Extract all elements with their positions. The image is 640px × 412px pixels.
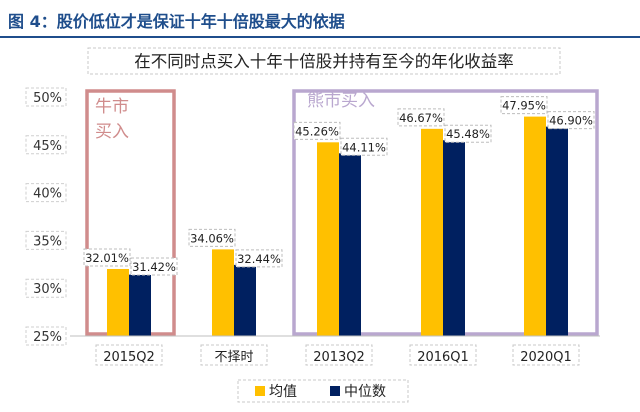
category-box <box>305 344 373 366</box>
data-label-box <box>397 108 445 127</box>
data-label-box <box>547 111 595 130</box>
bar-mean <box>317 142 339 336</box>
category-box <box>512 344 580 366</box>
data-label-box <box>235 249 283 268</box>
bear-market-label: 熊市买入 <box>307 91 375 111</box>
data-label-box <box>130 257 178 276</box>
y-tick-box <box>25 87 67 107</box>
data-label-box <box>340 137 388 156</box>
chart-title-box <box>87 47 561 75</box>
category-label: 2015Q2 <box>103 350 155 365</box>
bar-median <box>339 153 361 336</box>
category-box <box>95 344 163 366</box>
data-label-median: 46.90% <box>549 114 593 128</box>
bar-mean <box>421 128 443 336</box>
legend-swatch <box>330 386 340 396</box>
category-label: 2013Q2 <box>313 350 365 365</box>
legend-box <box>237 379 409 403</box>
data-label-mean: 46.67% <box>399 111 443 125</box>
data-label-mean: 32.01% <box>85 251 129 265</box>
data-label-mean: 45.26% <box>295 124 339 138</box>
y-tick-label: 30% <box>33 282 62 297</box>
chart: 在不同时点买入十年十倍股并持有至今的年化收益率 50% 45% 40% 35% 30% 2… <box>25 47 600 403</box>
bar-median <box>234 264 256 336</box>
y-tick-box <box>25 278 67 298</box>
y-tick-box <box>25 135 67 155</box>
category-label: 不择时 <box>214 350 253 365</box>
data-label-box <box>188 228 236 247</box>
bar-median <box>129 274 151 336</box>
data-label-box <box>500 96 548 115</box>
bull-market-label-line1: 牛市 <box>95 97 129 117</box>
bar-mean <box>524 116 546 337</box>
y-tick-label: 35% <box>33 234 62 249</box>
data-label-mean: 47.95% <box>502 99 546 113</box>
bar-mean <box>212 249 234 336</box>
bar-median <box>443 140 465 336</box>
y-tick-label: 50% <box>33 91 62 106</box>
category-box <box>200 344 268 366</box>
y-tick-label: 45% <box>33 139 62 154</box>
data-label-median: 32.44% <box>237 252 281 266</box>
data-label-median: 44.11% <box>342 140 386 154</box>
figure-title: 图 4：股价低位才是保证十年十倍股最大的依据 <box>8 12 345 31</box>
y-tick-box <box>25 183 67 203</box>
data-label-box <box>444 124 492 143</box>
category-box <box>409 344 477 366</box>
y-tick-label: 40% <box>33 187 62 202</box>
y-tick-label: 25% <box>33 330 62 345</box>
legend-label: 中位数 <box>344 384 386 400</box>
category-label: 2016Q1 <box>417 350 469 365</box>
data-label-median: 45.48% <box>446 127 490 141</box>
bull-market-label-line2: 买入 <box>95 122 129 142</box>
data-label-box <box>293 121 341 140</box>
bar-mean <box>107 268 129 336</box>
data-label-median: 31.42% <box>132 260 176 274</box>
y-tick-box <box>25 326 67 346</box>
data-label-box <box>83 248 131 267</box>
legend-swatch <box>255 386 265 396</box>
legend-label: 均值 <box>269 384 297 400</box>
category-label: 2020Q1 <box>520 350 572 365</box>
bar-median <box>546 126 568 336</box>
figure-header: 图 4：股价低位才是保证十年十倍股最大的依据 <box>0 0 640 38</box>
chart-title: 在不同时点买入十年十倍股并持有至今的年化收益率 <box>134 52 514 71</box>
y-tick-box <box>25 230 67 250</box>
data-label-mean: 34.06% <box>190 231 234 245</box>
